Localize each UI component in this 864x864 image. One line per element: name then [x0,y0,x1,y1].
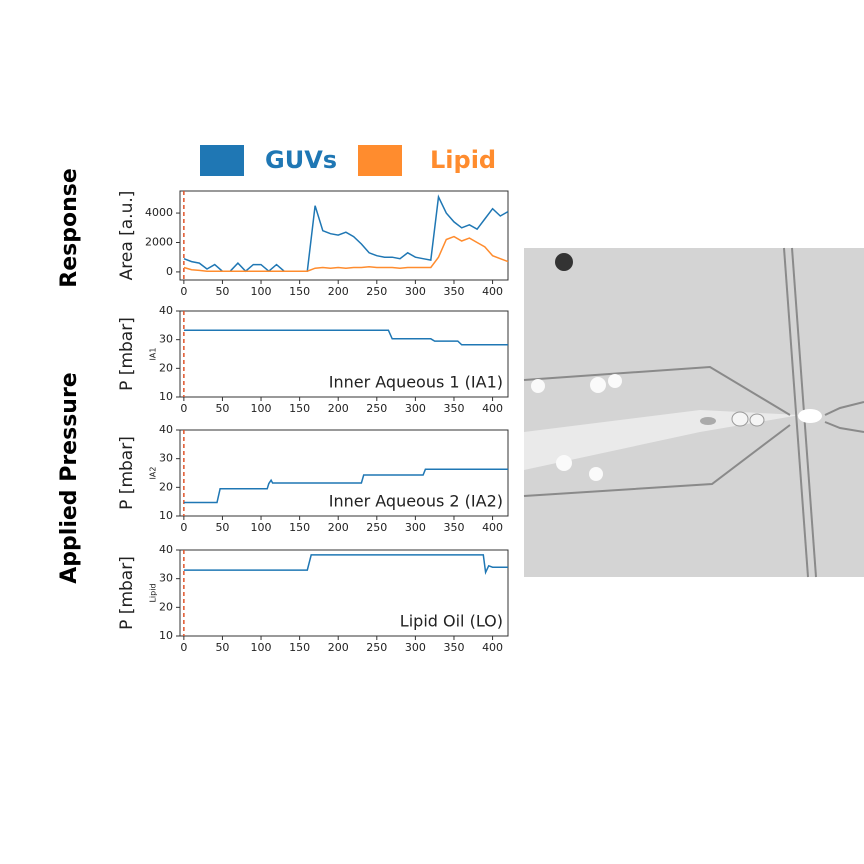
x-tick-label: 50 [215,641,229,654]
x-tick-label: 400 [482,641,503,654]
x-tick-label: 0 [180,285,187,298]
plot-area [179,190,509,281]
y-tick-label: 20 [159,361,173,374]
y-tick-label: 30 [159,572,173,585]
x-tick-label: 0 [180,641,187,654]
x-tick-label: 150 [289,521,310,534]
channel-label: IA1 [149,348,158,361]
y-tick-label: 40 [159,304,173,317]
x-tick-label: 50 [215,402,229,415]
x-tick-label: 0 [180,521,187,534]
y-tick-label: 2000 [145,235,173,248]
x-tick-label: 250 [366,641,387,654]
x-tick-label: 400 [482,285,503,298]
x-tick-label: 300 [405,641,426,654]
x-tick-label: 350 [443,521,464,534]
data-line [183,468,508,504]
plot-area [179,429,509,517]
x-tick-label: 400 [482,402,503,415]
y-tick-label: 10 [159,629,173,642]
data-line [183,554,508,576]
side-label: Response [57,168,82,288]
x-tick-label: 200 [328,641,349,654]
y-axis-label: P [mbar] [117,436,137,510]
y-tick-label: 0 [166,265,173,278]
annotation: Inner Aqueous 1 (IA1) [329,373,503,392]
y-tick-label: 40 [159,423,173,436]
y-axis-label: P [mbar] [117,317,137,391]
channel-label: Lipid [149,583,158,602]
x-tick-label: 100 [251,285,272,298]
plot-area [179,310,509,398]
y-tick-label: 30 [159,333,173,346]
y-tick-label: 10 [159,509,173,522]
x-tick-label: 150 [289,285,310,298]
data-line [183,329,508,346]
microscopy-image [523,247,864,578]
x-tick-label: 250 [366,402,387,415]
x-tick-label: 100 [251,641,272,654]
x-tick-label: 200 [328,521,349,534]
x-tick-label: 350 [443,402,464,415]
x-tick-label: 150 [289,641,310,654]
y-axis-label: P [mbar] [117,556,137,630]
data-line [183,235,509,272]
side-label: Applied Pressure [57,372,82,583]
x-tick-label: 200 [328,402,349,415]
x-tick-label: 250 [366,521,387,534]
x-tick-label: 150 [289,402,310,415]
y-axis-label: Area [a.u.] [117,191,137,281]
y-tick-label: 40 [159,543,173,556]
x-tick-label: 50 [215,285,229,298]
annotation: Lipid Oil (LO) [400,612,503,631]
x-tick-label: 250 [366,285,387,298]
x-tick-label: 100 [251,521,272,534]
legend-swatch [358,145,402,176]
x-tick-label: 50 [215,521,229,534]
x-tick-label: 300 [405,285,426,298]
x-tick-label: 100 [251,402,272,415]
legend-label: GUVs [265,146,337,174]
x-tick-label: 400 [482,521,503,534]
y-tick-label: 10 [159,390,173,403]
y-tick-label: 20 [159,480,173,493]
channel-label: IA2 [149,467,158,480]
x-tick-label: 300 [405,402,426,415]
plot-area [179,549,509,637]
x-tick-label: 0 [180,402,187,415]
x-tick-label: 300 [405,521,426,534]
y-tick-label: 4000 [145,206,173,219]
legend-swatch [200,145,244,176]
data-line [183,194,509,273]
x-tick-label: 200 [328,285,349,298]
x-tick-label: 350 [443,641,464,654]
legend-label: Lipid [430,146,496,174]
y-tick-label: 30 [159,452,173,465]
x-tick-label: 350 [443,285,464,298]
y-tick-label: 20 [159,600,173,613]
annotation: Inner Aqueous 2 (IA2) [329,492,503,511]
